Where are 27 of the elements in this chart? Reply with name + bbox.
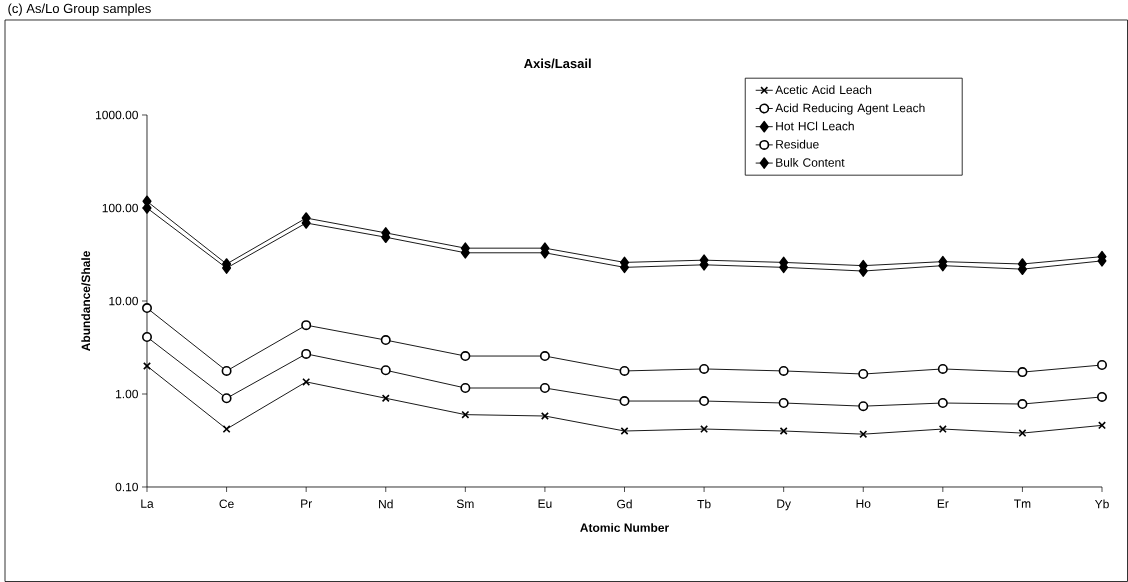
x-tick-label: Sm	[456, 499, 474, 509]
x-tick-label: Dy	[777, 499, 791, 511]
legend-label: Bulk Content	[776, 157, 845, 167]
chart-title: Axis/Lasail	[524, 58, 591, 69]
legend-label: Acid Reducing Agent Leach	[775, 103, 925, 115]
x-tick-label: Nd	[379, 499, 393, 509]
y-tick-label: 1000.00	[96, 110, 138, 120]
x-tick-label: La	[141, 499, 154, 508]
x-tick-label: Eu	[538, 499, 552, 508]
x-axis-title: Atomic Number	[580, 523, 669, 532]
x-tick-label: Gd	[617, 499, 632, 509]
legend-label: Hot HCl Leach	[776, 121, 854, 131]
y-tick-label: 100.00	[102, 203, 138, 213]
x-tick-label: Yb	[1094, 499, 1109, 509]
y-axis-title: Abundance/Shale	[81, 251, 91, 352]
y-tick-label: 0.10	[115, 482, 138, 492]
x-tick-label: Tm	[1014, 499, 1031, 508]
x-tick-label: Er	[937, 499, 949, 508]
y-tick-label: 10.00	[109, 296, 138, 306]
legend-label: Acetic Acid Leach	[775, 85, 872, 94]
x-tick-label: Ce	[219, 499, 234, 509]
x-tick-label: Pr	[301, 499, 312, 508]
x-tick-label: Ho	[856, 499, 871, 508]
y-tick-label: 1.00	[116, 389, 138, 399]
legend-label: Residue	[776, 139, 819, 149]
text: (c) As/Lo Group samples	[8, 3, 151, 16]
x-tick-label: Tb	[697, 499, 711, 509]
